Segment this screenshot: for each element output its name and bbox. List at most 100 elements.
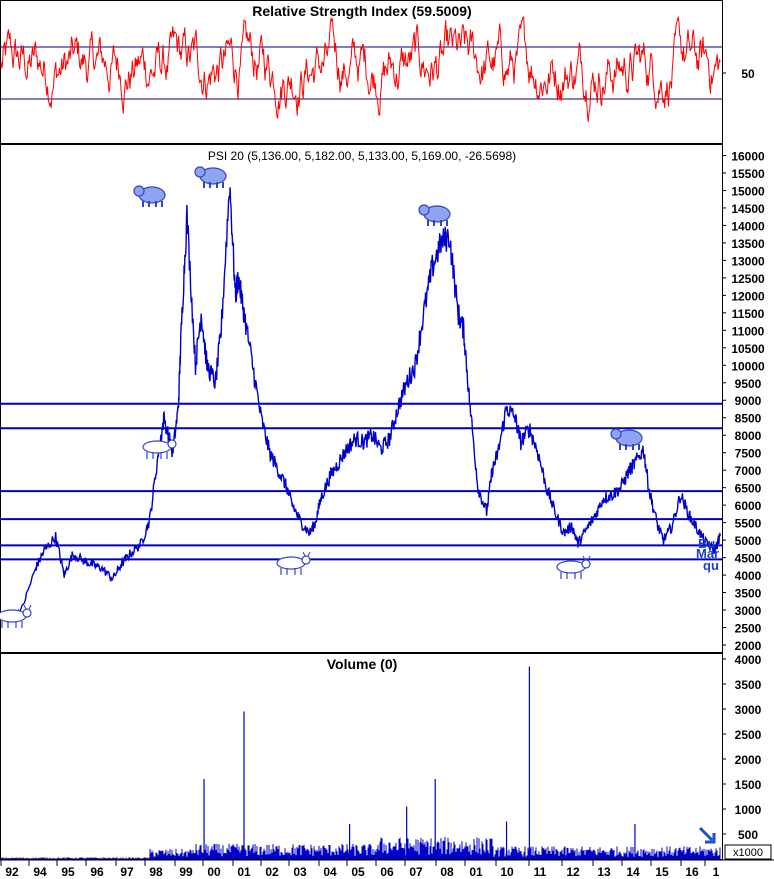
volume-unit-box: x1000 — [724, 844, 772, 860]
bull-body — [142, 440, 172, 454]
rsi-y-axis: 50 — [722, 67, 755, 81]
volume-tick-label-5: 3000 — [735, 703, 762, 717]
rsi-line — [0, 15, 721, 122]
x-tick-label-3: 96 — [90, 865, 104, 879]
bear-icon-3 — [610, 428, 643, 450]
price-panel: PSI 20 (5,136.00, 5,182.00, 5,133.00, 5,… — [0, 144, 765, 653]
volume-title: Volume (0) — [327, 656, 398, 672]
bull-bear-markers — [0, 166, 643, 628]
price-tick-label-1: 2500 — [735, 622, 762, 636]
bear-icon-1 — [194, 166, 227, 188]
volume-frame — [0, 653, 723, 860]
bull-icon-0 — [0, 604, 32, 628]
price-tick-label-14: 9000 — [735, 394, 762, 408]
rsi-panel: Relative Strength Index (59.5009) 50 — [0, 0, 755, 144]
bear-head — [418, 204, 430, 216]
bull-head — [22, 608, 32, 618]
price-y-axis: 2000 2500 3000 3500 4000 4500 5000 5500 6000 6500… — [722, 149, 765, 653]
volume-tick-label-4: 2500 — [735, 728, 762, 742]
bear-icon-2 — [418, 204, 451, 226]
overlay-label-1: Mar — [696, 546, 719, 561]
rsi-frame — [0, 0, 723, 144]
price-tick-label-7: 5500 — [735, 517, 762, 531]
price-tick-label-21: 12500 — [731, 272, 765, 286]
price-tick-label-27: 15500 — [731, 167, 765, 181]
price-tick-label-28: 16000 — [731, 149, 765, 163]
x-tick-label-19: 12 — [566, 865, 580, 879]
price-tick-label-16: 10000 — [731, 359, 765, 373]
bear-head — [610, 428, 622, 440]
x-tick-label-1: 94 — [33, 865, 47, 879]
price-tick-label-13: 8500 — [735, 412, 762, 426]
x-tick-label-5: 98 — [149, 865, 163, 879]
price-tick-label-8: 6000 — [735, 499, 762, 513]
x-tick-label-24: 1 — [713, 865, 720, 879]
volume-tick-label-0: 500 — [738, 828, 758, 842]
bull-icon-3 — [556, 555, 591, 579]
price-tick-label-10: 7000 — [735, 464, 762, 478]
x-tick-label-8: 01 — [237, 865, 251, 879]
price-tick-label-20: 12000 — [731, 289, 765, 303]
x-tick-label-13: 06 — [380, 865, 394, 879]
bear-head — [133, 185, 145, 197]
volume-tick-label-6: 3500 — [735, 678, 762, 692]
x-tick-label-12: 05 — [351, 865, 365, 879]
bull-head — [581, 559, 591, 569]
x-tick-label-10: 03 — [293, 865, 307, 879]
volume-tick-label-2: 1500 — [735, 778, 762, 792]
x-tick-label-7: 00 — [207, 865, 221, 879]
bear-icon-0 — [133, 185, 166, 207]
price-tick-label-24: 14000 — [731, 219, 765, 233]
volume-unit-label: x1000 — [733, 847, 763, 859]
rsi-series — [0, 15, 721, 122]
volume-tick-label-7: 4000 — [735, 653, 762, 667]
price-title: PSI 20 (5,136.00, 5,182.00, 5,133.00, 5,… — [208, 149, 516, 163]
x-tick-label-23: 16 — [685, 865, 699, 879]
bull-head — [167, 439, 177, 449]
x-tick-label-22: 15 — [655, 865, 669, 879]
price-tick-label-3: 3500 — [735, 587, 762, 601]
x-tick-label-11: 04 — [323, 865, 337, 879]
bear-head — [194, 166, 206, 178]
x-tick-label-15: 08 — [440, 865, 454, 879]
price-tick-label-4: 4000 — [735, 569, 762, 583]
bull-horns — [168, 435, 177, 441]
x-tick-label-9: 02 — [265, 865, 279, 879]
price-tick-label-19: 11500 — [732, 307, 765, 321]
x-tick-label-16: 01 — [469, 865, 483, 879]
price-series — [6, 187, 722, 619]
price-tick-label-0: 2000 — [735, 639, 762, 653]
bull-icon-2 — [276, 551, 311, 575]
volume-y-axis: 500 1000 1500 2000 2500 3000 3500 4000 — [722, 653, 762, 842]
x-tick-label-14: 07 — [409, 865, 423, 879]
x-tick-label-21: 14 — [626, 865, 640, 879]
bull-horns — [302, 551, 311, 557]
price-frame — [0, 144, 723, 653]
price-reference-lines — [0, 402, 722, 561]
x-axis: 92 94 95 96 97 98 99 00 01 02 03 04 05 06 07 08 01 10 11 12… — [0, 859, 774, 879]
rsi-title: Relative Strength Index (59.5009) — [252, 3, 471, 19]
bull-head — [301, 555, 311, 565]
bull-horns — [582, 555, 591, 561]
price-tick-label-12: 8000 — [735, 429, 762, 443]
price-tick-label-23: 13500 — [731, 237, 765, 251]
price-tick-label-5: 4500 — [735, 552, 762, 566]
overlay-label-0: Bu — [698, 536, 715, 551]
volume-tick-label-1: 1000 — [735, 803, 762, 817]
x-tick-label-4: 97 — [120, 865, 134, 879]
price-tick-label-25: 14500 — [731, 202, 765, 216]
x-tick-label-17: 10 — [500, 865, 514, 879]
rsi-tick-label-0: 50 — [741, 67, 755, 81]
price-tick-label-2: 3000 — [735, 604, 762, 618]
bull-horns — [23, 604, 32, 610]
price-tick-label-15: 9500 — [735, 377, 762, 391]
x-tick-label-0: 92 — [5, 865, 19, 879]
price-tick-label-11: 7500 — [735, 447, 762, 461]
price-tick-label-22: 13000 — [731, 254, 765, 268]
overlay-label-2: qu — [703, 558, 719, 573]
scroll-arrow-icon[interactable] — [698, 826, 716, 844]
x-tick-label-20: 13 — [597, 865, 611, 879]
